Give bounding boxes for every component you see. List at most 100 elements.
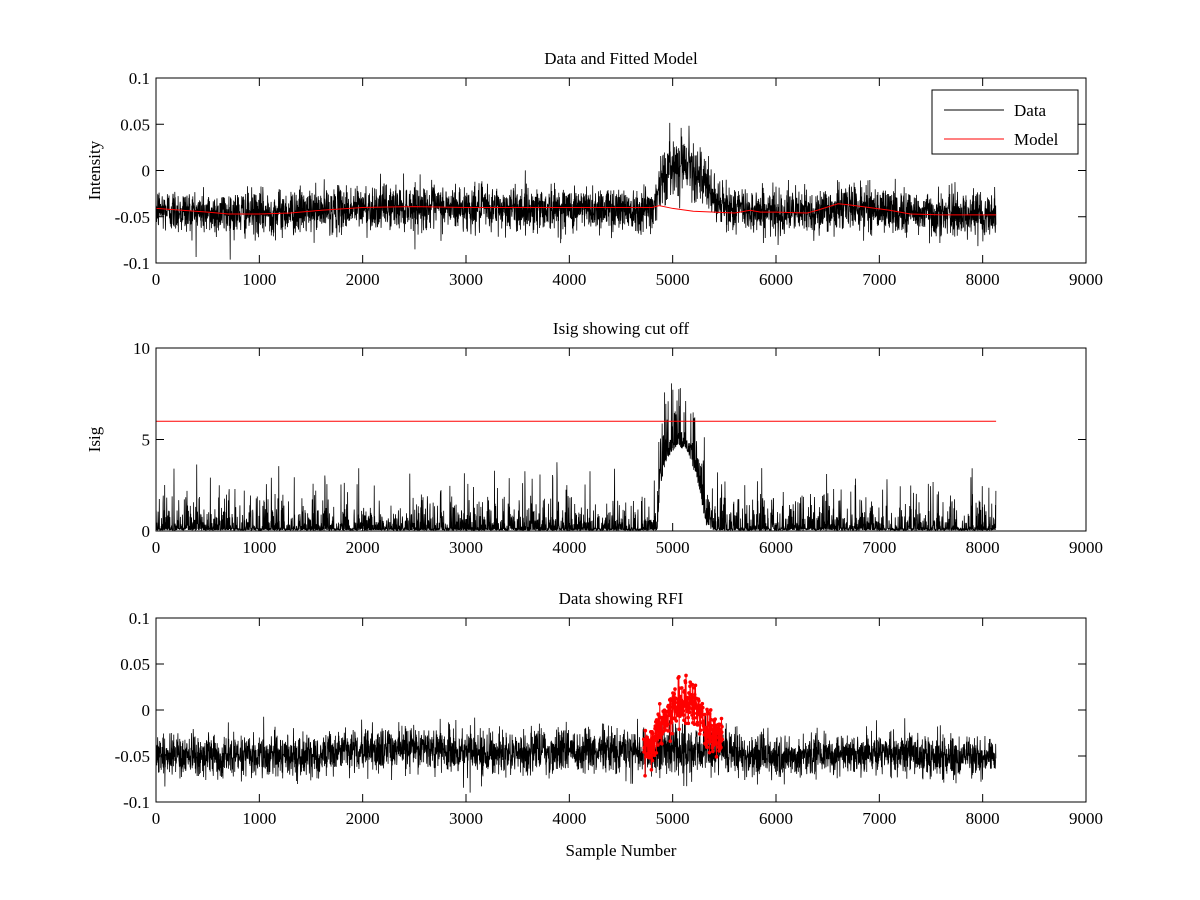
x-tick-label: 0	[152, 270, 161, 289]
rfi-point	[643, 728, 648, 733]
x-tick-label: 5000	[656, 270, 690, 289]
x-tick-label: 0	[152, 538, 161, 557]
x-tick-label: 1000	[242, 809, 276, 828]
series-data-line	[156, 122, 997, 260]
rfi-point	[719, 730, 724, 734]
y-axis-label: Intensity	[85, 140, 104, 200]
y-tick-label: 0.05	[120, 655, 150, 674]
x-axis-label: Sample Number	[566, 841, 677, 860]
x-tick-label: 6000	[759, 538, 793, 557]
rfi-point	[644, 743, 649, 747]
rfi-point	[657, 713, 661, 717]
x-tick-label: 8000	[966, 270, 1000, 289]
legend-label: Model	[1014, 130, 1059, 149]
rfi-point	[697, 699, 701, 703]
rfi-point	[704, 728, 709, 732]
rfi-point	[715, 731, 720, 736]
rfi-point	[701, 722, 706, 727]
x-tick-label: 6000	[759, 270, 793, 289]
rfi-point	[692, 711, 696, 716]
x-tick-label: 7000	[862, 270, 896, 289]
rfi-point	[688, 680, 693, 684]
x-tick-label: 2000	[346, 538, 380, 557]
plot-area	[156, 383, 997, 531]
rfi-point	[677, 675, 681, 679]
rfi-point	[657, 702, 662, 706]
rfi-point	[681, 709, 686, 713]
rfi-point	[707, 750, 712, 755]
rfi-point	[699, 709, 704, 714]
rfi-point	[649, 768, 654, 772]
rfi-point	[707, 712, 712, 716]
rfi-point	[714, 755, 719, 759]
rfi-point	[711, 727, 715, 731]
rfi-point	[674, 719, 679, 723]
series-1-line	[156, 709, 997, 793]
rfi-point	[689, 692, 694, 697]
x-tick-label: 8000	[966, 538, 1000, 557]
rfi-point	[677, 727, 681, 732]
rfi-point	[720, 724, 724, 729]
rfi-point	[669, 705, 673, 709]
rfi-point	[682, 718, 686, 723]
rfi-point	[683, 680, 688, 685]
x-tick-label: 2000	[346, 809, 380, 828]
plot-area	[156, 673, 997, 793]
x-tick-label: 4000	[552, 809, 586, 828]
rfi-point	[702, 712, 707, 717]
rfi-point	[647, 740, 652, 744]
rfi-point	[714, 742, 719, 746]
rfi-point	[647, 753, 652, 758]
rfi-point	[708, 708, 713, 712]
rfi-point	[713, 717, 717, 721]
rfi-point	[676, 705, 681, 710]
rfi-point	[651, 744, 656, 748]
rfi-point	[692, 692, 697, 697]
y-tick-label: -0.1	[123, 793, 150, 812]
x-tick-label: 2000	[346, 270, 380, 289]
x-tick-label: 3000	[449, 538, 483, 557]
y-tick-label: -0.05	[115, 208, 150, 227]
y-tick-label: 10	[133, 339, 150, 358]
y-tick-label: 0.1	[129, 609, 150, 628]
rfi-point	[709, 717, 713, 722]
rfi-point	[649, 750, 653, 754]
rfi-point	[719, 716, 724, 721]
x-tick-label: 7000	[862, 809, 896, 828]
legend-box	[931, 89, 1079, 155]
rfi-point	[705, 745, 710, 749]
rfi-point	[683, 721, 688, 726]
chart-title: Data and Fitted Model	[544, 49, 698, 68]
y-tick-label: 0.1	[129, 69, 150, 88]
rfi-point	[680, 686, 684, 690]
rfi-point	[663, 728, 668, 732]
rfi-point	[690, 682, 695, 687]
x-tick-label: 1000	[242, 538, 276, 557]
rfi-point	[714, 735, 719, 740]
rfi-point	[711, 732, 716, 736]
rfi-point	[656, 743, 660, 747]
rfi-point	[706, 731, 711, 736]
rfi-point	[658, 724, 663, 729]
plot-area	[156, 122, 997, 260]
series-model-line	[156, 203, 997, 216]
rfi-point	[688, 696, 693, 701]
x-tick-label: 3000	[449, 270, 483, 289]
rfi-point	[709, 723, 714, 728]
rfi-point	[681, 713, 686, 717]
x-tick-label: 7000	[862, 538, 896, 557]
x-tick-label: 1000	[242, 270, 276, 289]
rfi-point	[670, 698, 675, 703]
rfi-point	[642, 750, 646, 754]
chart-panel-1: 0 1000 2000 3000 4000 5000 6000 7000 8000 9000 -0.…	[85, 49, 1103, 289]
rfi-point	[709, 734, 714, 739]
rfi-point	[701, 719, 705, 724]
y-tick-label: 0	[142, 162, 151, 181]
rfi-point	[654, 751, 659, 755]
x-tick-label: 4000	[552, 538, 586, 557]
rfi-point	[687, 691, 691, 695]
rfi-point	[672, 692, 676, 696]
x-tick-label: 9000	[1069, 538, 1103, 557]
rfi-point	[686, 715, 690, 720]
